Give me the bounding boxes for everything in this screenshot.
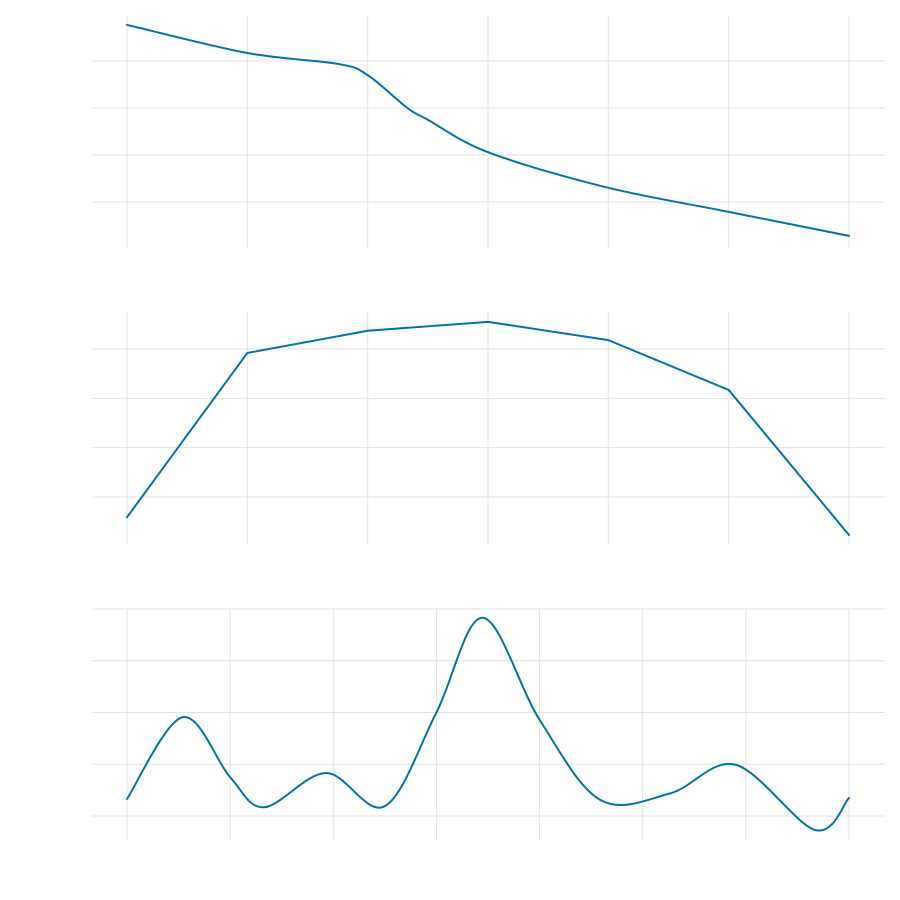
series-line: [126, 23, 850, 237]
panel-2: [92, 312, 885, 545]
series-line: [126, 616, 850, 832]
panel-1: [92, 15, 885, 248]
panel-3: [92, 608, 885, 841]
series-line: [126, 320, 850, 536]
